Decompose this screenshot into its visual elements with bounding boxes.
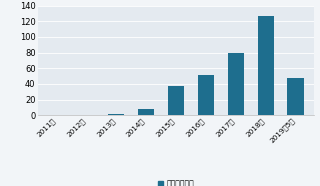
Bar — [258, 16, 274, 115]
Bar — [228, 53, 244, 115]
Bar — [108, 114, 124, 115]
Bar — [287, 78, 304, 115]
Bar — [168, 86, 184, 115]
Legend: 产量（万辆）: 产量（万辆） — [158, 179, 194, 186]
Bar — [138, 109, 154, 115]
Bar — [198, 75, 214, 115]
